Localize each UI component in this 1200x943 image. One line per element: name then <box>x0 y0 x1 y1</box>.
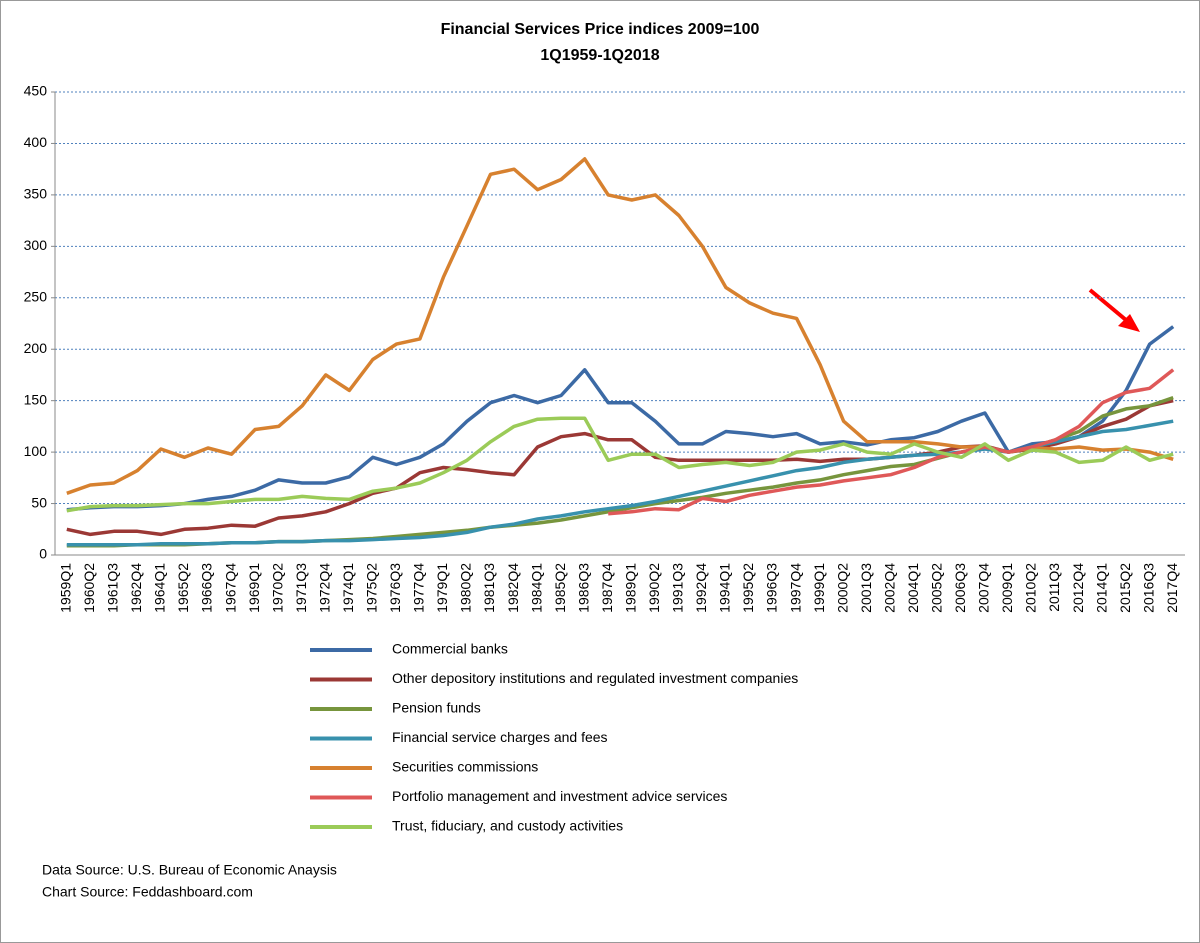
x-tick-label: 2016Q3 <box>1140 563 1156 613</box>
x-tick-label: 1990Q2 <box>646 563 662 613</box>
legend-label: Securities commissions <box>392 759 538 775</box>
x-tick-label: 2005Q2 <box>929 563 945 613</box>
x-tick-label: 2006Q3 <box>952 563 968 613</box>
x-tick-label: 1997Q4 <box>787 563 803 613</box>
x-tick-label: 1987Q4 <box>599 563 615 613</box>
x-tick-label: 1979Q1 <box>434 563 450 613</box>
x-tick-label: 1994Q1 <box>717 563 733 613</box>
y-tick-label: 150 <box>24 391 48 407</box>
arrow-head <box>1118 314 1140 332</box>
x-tick-label: 1992Q4 <box>693 563 709 613</box>
legend-label: Pension funds <box>392 700 481 716</box>
x-tick-label: 1969Q1 <box>246 563 262 613</box>
x-tick-label: 1980Q2 <box>458 563 474 613</box>
legend-label: Portfolio management and investment advi… <box>392 788 727 804</box>
y-tick-label: 50 <box>31 494 47 510</box>
x-tick-label: 1959Q1 <box>57 563 73 613</box>
y-tick-label: 0 <box>39 546 47 562</box>
x-tick-label: 1967Q4 <box>222 563 238 613</box>
x-tick-label: 2009Q1 <box>999 563 1015 613</box>
source-note: Chart Source: Feddashboard.com <box>42 884 253 900</box>
x-tick-label: 1982Q4 <box>505 563 521 613</box>
x-tick-label: 1960Q2 <box>81 563 97 613</box>
x-tick-label: 2014Q1 <box>1093 563 1109 613</box>
x-tick-label: 2011Q3 <box>1046 563 1062 612</box>
x-tick-label: 2004Q1 <box>905 563 921 613</box>
series-line <box>66 325 1175 512</box>
x-tick-label: 1962Q4 <box>128 563 144 613</box>
x-tick-label: 1974Q1 <box>340 563 356 613</box>
x-tick-label: 2017Q4 <box>1164 563 1180 613</box>
x-tick-label: 1972Q4 <box>316 563 332 613</box>
legend-label: Financial service charges and fees <box>392 729 608 745</box>
x-tick-label: 1985Q2 <box>552 563 568 613</box>
x-tick-label: 1966Q3 <box>199 563 215 613</box>
x-tick-label: 1996Q3 <box>764 563 780 613</box>
x-tick-label: 2001Q3 <box>858 563 874 613</box>
y-tick-label: 400 <box>24 134 48 150</box>
x-tick-label: 1971Q3 <box>293 563 309 613</box>
x-tick-label: 1986Q3 <box>575 563 591 613</box>
x-tick-label: 1999Q1 <box>811 563 827 613</box>
y-tick-label: 100 <box>24 443 48 459</box>
x-tick-label: 1976Q3 <box>387 563 403 613</box>
legend-label: Commercial banks <box>392 641 508 657</box>
y-tick-label: 350 <box>24 186 48 202</box>
legend-label: Other depository institutions and regula… <box>392 670 798 686</box>
x-tick-label: 2007Q4 <box>976 563 992 613</box>
x-tick-label: 2002Q4 <box>881 563 897 613</box>
series-line <box>608 368 1175 516</box>
x-tick-label: 2012Q4 <box>1070 563 1086 613</box>
y-tick-label: 200 <box>24 340 48 356</box>
x-tick-label: 1989Q1 <box>622 563 638 613</box>
x-tick-label: 1961Q3 <box>105 563 121 613</box>
x-tick-label: 2000Q2 <box>834 563 850 613</box>
y-tick-label: 300 <box>24 237 48 253</box>
x-tick-label: 1981Q3 <box>481 563 497 613</box>
x-tick-label: 1964Q1 <box>152 563 168 613</box>
x-tick-label: 1995Q2 <box>740 563 756 613</box>
x-tick-label: 1991Q3 <box>670 563 686 613</box>
x-tick-label: 1977Q4 <box>411 563 427 613</box>
x-tick-label: 1965Q2 <box>175 563 191 613</box>
x-tick-label: 2015Q2 <box>1117 563 1133 613</box>
chart-subtitle: 1Q1959-1Q2018 <box>540 47 659 64</box>
y-tick-label: 450 <box>24 83 48 99</box>
legend-label: Trust, fiduciary, and custody activities <box>392 818 623 834</box>
x-tick-label: 1970Q2 <box>269 563 285 613</box>
x-tick-label: 1975Q2 <box>364 563 380 613</box>
x-tick-label: 2010Q2 <box>1023 563 1039 613</box>
series-line <box>66 416 1174 513</box>
source-note: Data Source: U.S. Bureau of Economic Ana… <box>42 862 337 878</box>
x-tick-label: 1984Q1 <box>528 563 544 613</box>
chart-title: Financial Services Price indices 2009=10… <box>441 21 760 38</box>
y-tick-label: 250 <box>24 288 48 304</box>
